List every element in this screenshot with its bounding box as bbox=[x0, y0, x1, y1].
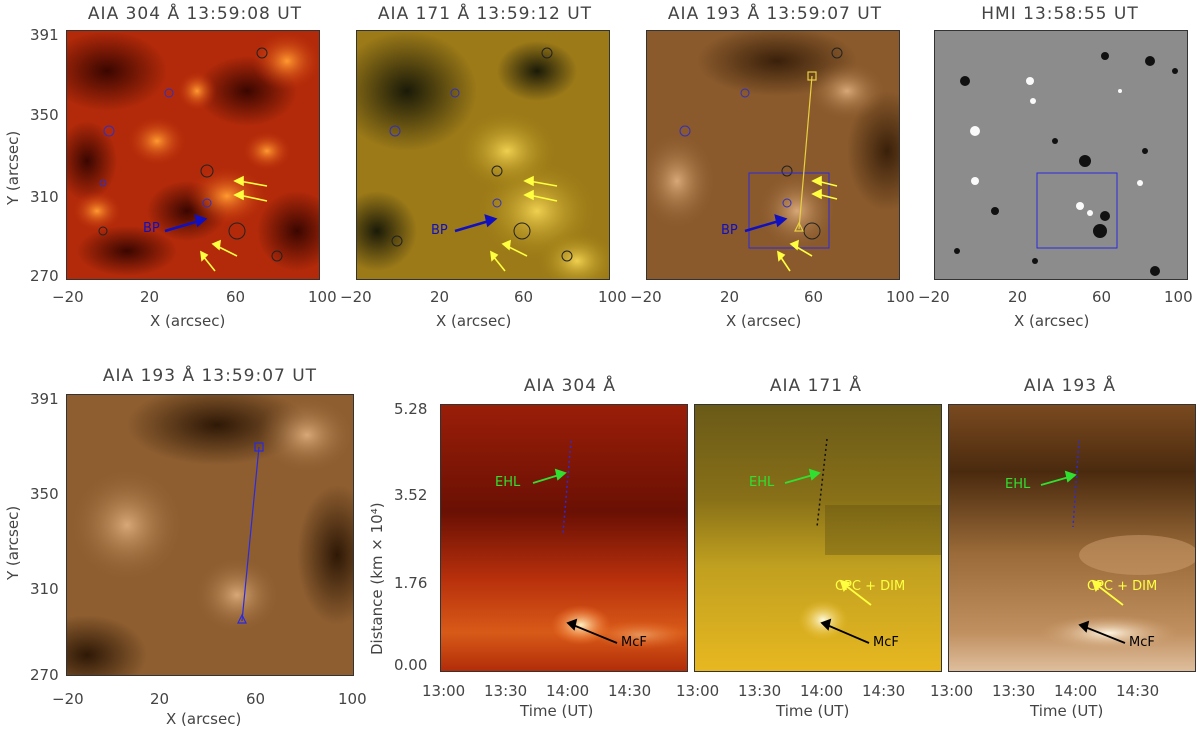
panel-title-304: AIA 304 Å 13:59:08 UT bbox=[87, 4, 303, 24]
x-tick: 20 bbox=[430, 288, 450, 306]
hmi-magnetogram bbox=[935, 31, 1187, 279]
x-axis-label: Time (UT) bbox=[1030, 702, 1104, 720]
x-tick: 60 bbox=[804, 288, 824, 306]
mcf-label: McF bbox=[621, 635, 647, 650]
x-tick: 13:30 bbox=[992, 682, 1036, 700]
td-panel-193: EHL CPC + DIM McF bbox=[948, 404, 1196, 672]
td-panel-171: EHL CPC + DIM McF bbox=[694, 404, 942, 672]
x-tick: 100 bbox=[1164, 288, 1193, 306]
x-axis-label: Time (UT) bbox=[520, 702, 594, 720]
y-tick: 391 bbox=[30, 390, 59, 408]
cpc-dim-label: CPC + DIM bbox=[835, 579, 906, 594]
x-tick: 13:30 bbox=[484, 682, 528, 700]
x-tick: 60 bbox=[514, 288, 534, 306]
x-axis-label: X (arcsec) bbox=[1014, 312, 1090, 330]
image-panel-aia304: BP bbox=[66, 30, 320, 280]
panel-title-193: AIA 193 Å 13:59:07 UT bbox=[667, 4, 883, 24]
mcf-label: McF bbox=[873, 635, 899, 650]
x-tick: 14:00 bbox=[800, 682, 844, 700]
x-tick: 20 bbox=[150, 690, 170, 708]
bp-label: BP bbox=[143, 221, 160, 236]
ehl-label: EHL bbox=[1005, 477, 1031, 492]
td-panel-304: EHL McF bbox=[440, 404, 688, 672]
aia193-image bbox=[647, 31, 899, 279]
x-tick: 20 bbox=[1008, 288, 1028, 306]
panel-title-171: AIA 171 Å 13:59:12 UT bbox=[377, 4, 593, 24]
bp-label: BP bbox=[431, 223, 448, 238]
x-tick: 20 bbox=[140, 288, 160, 306]
td-title-304: AIA 304 Å bbox=[523, 376, 617, 396]
x-tick: −20 bbox=[52, 690, 84, 708]
x-tick: 13:30 bbox=[738, 682, 782, 700]
x-tick: −20 bbox=[918, 288, 950, 306]
y-tick: 270 bbox=[30, 666, 59, 684]
panel-title-hmi: HMI 13:58:55 UT bbox=[981, 4, 1139, 24]
x-tick: 14:30 bbox=[1116, 682, 1160, 700]
ehl-label: EHL bbox=[495, 475, 521, 490]
y-axis-label: Y (arcsec) bbox=[4, 505, 22, 580]
x-tick: 100 bbox=[338, 690, 367, 708]
x-tick: 60 bbox=[246, 690, 266, 708]
td-title-193: AIA 193 Å bbox=[1023, 376, 1117, 396]
x-tick: 13:00 bbox=[676, 682, 720, 700]
y-tick: 0.00 bbox=[394, 656, 428, 674]
x-tick: 14:30 bbox=[862, 682, 906, 700]
y-tick: 270 bbox=[30, 267, 59, 285]
y-tick: 350 bbox=[30, 106, 59, 124]
x-axis-label: Time (UT) bbox=[776, 702, 850, 720]
td-171-image bbox=[695, 405, 941, 671]
y-tick: 1.76 bbox=[394, 574, 428, 592]
x-tick: 60 bbox=[226, 288, 246, 306]
panel-title-193-large: AIA 193 Å 13:59:07 UT bbox=[102, 366, 318, 386]
y-tick: 3.52 bbox=[394, 486, 428, 504]
cpc-dim-label: CPC + DIM bbox=[1087, 579, 1158, 594]
x-tick: 20 bbox=[720, 288, 740, 306]
y-tick: 5.28 bbox=[394, 400, 428, 418]
x-axis-label: X (arcsec) bbox=[726, 312, 802, 330]
aia304-image bbox=[67, 31, 319, 279]
x-tick: 60 bbox=[1092, 288, 1112, 306]
x-axis-label: X (arcsec) bbox=[150, 312, 226, 330]
image-panel-aia193: BP bbox=[646, 30, 900, 280]
x-tick: 14:30 bbox=[608, 682, 652, 700]
image-panel-hmi bbox=[934, 30, 1188, 280]
x-tick: 13:00 bbox=[422, 682, 466, 700]
x-axis-label: X (arcsec) bbox=[166, 710, 242, 728]
y-tick: 391 bbox=[30, 26, 59, 44]
x-tick: 100 bbox=[308, 288, 337, 306]
x-tick: 14:00 bbox=[1054, 682, 1098, 700]
x-tick: −20 bbox=[340, 288, 372, 306]
td-title-171: AIA 171 Å bbox=[769, 376, 863, 396]
image-panel-aia171: BP bbox=[356, 30, 610, 280]
x-axis-label: X (arcsec) bbox=[436, 312, 512, 330]
ehl-label: EHL bbox=[749, 475, 775, 490]
bp-label: BP bbox=[721, 223, 738, 238]
x-tick: 100 bbox=[598, 288, 627, 306]
aia193-large-image bbox=[67, 395, 353, 675]
y-tick: 310 bbox=[30, 580, 59, 598]
mcf-label: McF bbox=[1129, 635, 1155, 650]
y-axis-label: Y (arcsec) bbox=[4, 130, 22, 205]
td-304-image bbox=[441, 405, 687, 671]
x-tick: −20 bbox=[52, 288, 84, 306]
x-tick: −20 bbox=[630, 288, 662, 306]
td-193-image bbox=[949, 405, 1195, 671]
y-tick: 350 bbox=[30, 485, 59, 503]
x-tick: 14:00 bbox=[546, 682, 590, 700]
x-tick: 13:00 bbox=[930, 682, 974, 700]
x-tick: 100 bbox=[886, 288, 915, 306]
y-tick: 310 bbox=[30, 188, 59, 206]
image-panel-aia193-large bbox=[66, 394, 354, 676]
y-axis-label: Distance (km × 10⁴) bbox=[368, 502, 386, 655]
aia171-image bbox=[357, 31, 609, 279]
